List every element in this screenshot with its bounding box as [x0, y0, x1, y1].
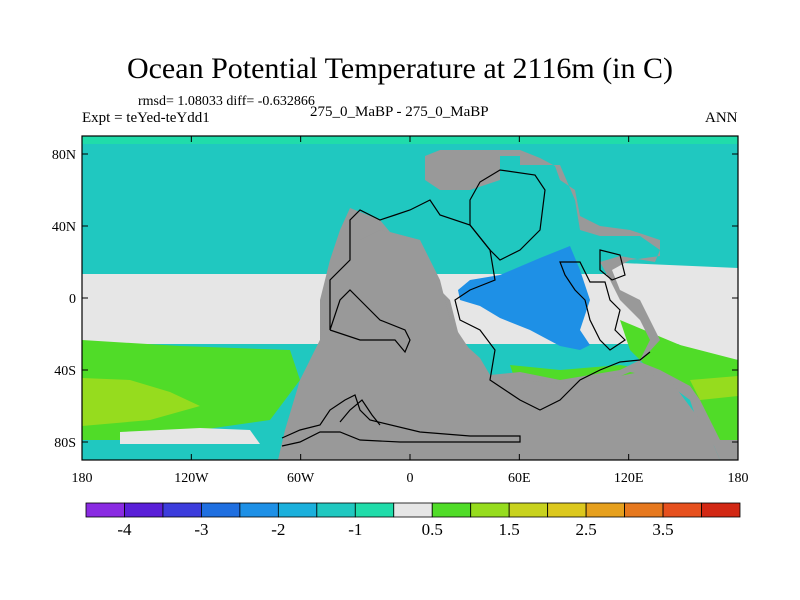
lat-tick-label: 0 — [69, 292, 76, 307]
colorbar-swatch — [393, 502, 433, 518]
lon-tick-label: 120E — [614, 471, 644, 486]
colorbar-label: -3 — [194, 520, 208, 539]
coastline-southern — [281, 394, 521, 447]
colorbar — [85, 502, 741, 518]
colorbar-swatch — [124, 502, 164, 518]
colorbar-label: 3.5 — [652, 520, 673, 539]
colorbar-labels: -4 -3 -2 -1 0.5 1.5 2.5 3.5 — [117, 520, 673, 539]
colorbar-label: -2 — [271, 520, 285, 539]
warmer-region-southwest — [82, 378, 200, 426]
colorbar-swatch — [624, 502, 664, 518]
cold-pool-tethys — [458, 246, 590, 350]
season-label: ANN — [705, 110, 738, 126]
colorbar-swatch — [162, 502, 202, 518]
colorbar-swatch — [470, 502, 510, 518]
colorbar-swatch — [277, 502, 318, 518]
stats-label: rmsd= 1.08033 diff= -0.632866 — [138, 94, 315, 109]
colorbar-swatch — [85, 502, 125, 518]
coastline-eastern — [454, 224, 651, 411]
case-label: 275_0_MaBP - 275_0_MaBP — [310, 104, 489, 120]
colorbar-swatch — [701, 502, 741, 518]
lon-tick-label: 180 — [72, 471, 93, 486]
colorbar-swatch — [508, 502, 549, 518]
plot-title: Ocean Potential Temperature at 2116m (in… — [126, 52, 674, 85]
colorbar-label: -4 — [117, 520, 132, 539]
lat-tick-label: 80N — [52, 148, 76, 163]
lon-tick-label: 180 — [728, 471, 749, 486]
coastline-east-islands — [559, 261, 626, 351]
land-south-fill — [278, 230, 720, 460]
lon-tick-label: 60W — [287, 471, 315, 486]
colorbar-label: 0.5 — [422, 520, 443, 539]
neutral-region-east — [600, 262, 738, 360]
warmer-region-east — [690, 376, 738, 400]
colorbar-label: 2.5 — [575, 520, 596, 539]
coastline-east-islands-2 — [599, 249, 626, 281]
neutral-region-southwest — [120, 428, 260, 444]
lon-tick-label: 0 — [407, 471, 414, 486]
colorbar-swatch — [201, 502, 241, 518]
lon-tick-label: 120W — [174, 471, 209, 486]
latitude-labels: 80N 40N 0 40S 80S — [52, 148, 76, 451]
experiment-label: Expt = teYed-teYdd1 — [82, 110, 210, 126]
longitude-labels: 180 120W 60W 0 60E 120E 180 — [72, 471, 749, 486]
colorbar-swatch — [354, 502, 395, 518]
axis-ticks — [81, 136, 739, 460]
colorbar-swatch — [662, 502, 702, 518]
colorbar-swatch — [547, 502, 587, 518]
colorbar-label: 1.5 — [499, 520, 520, 539]
colorbar-label: -1 — [348, 520, 362, 539]
lat-tick-label: 80S — [54, 436, 76, 451]
neutral-region-west — [82, 296, 310, 340]
colorbar-swatch — [239, 502, 279, 518]
colorbar-swatch — [316, 502, 356, 518]
colorbar-swatch — [431, 502, 472, 518]
lat-tick-label: 40S — [54, 364, 76, 379]
map-field — [82, 136, 738, 460]
lat-tick-label: 40N — [52, 220, 76, 235]
coastline-outlines — [281, 169, 651, 447]
lon-tick-label: 60E — [508, 471, 531, 486]
colorbar-swatch — [585, 502, 625, 518]
coastline-antarctic-inlet — [339, 399, 381, 426]
